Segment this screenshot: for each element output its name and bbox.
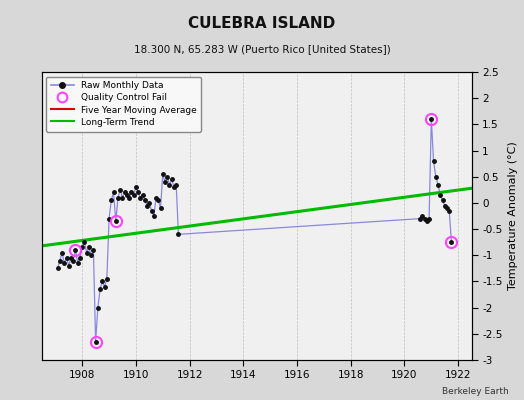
Text: CULEBRA ISLAND: CULEBRA ISLAND [188,16,336,31]
Text: Berkeley Earth: Berkeley Earth [442,387,508,396]
Legend: Raw Monthly Data, Quality Control Fail, Five Year Moving Average, Long-Term Tren: Raw Monthly Data, Quality Control Fail, … [47,76,201,132]
Text: 18.300 N, 65.283 W (Puerto Rico [United States]): 18.300 N, 65.283 W (Puerto Rico [United … [134,44,390,54]
Y-axis label: Temperature Anomaly (°C): Temperature Anomaly (°C) [508,142,518,290]
